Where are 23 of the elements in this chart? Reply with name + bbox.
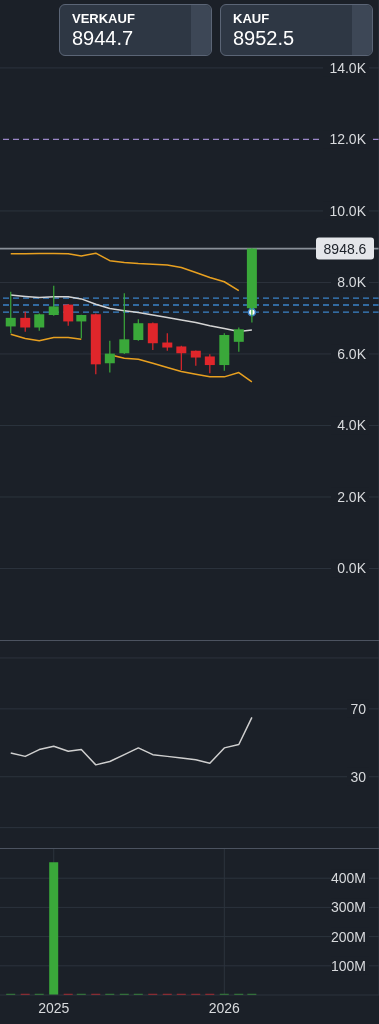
y-tick-label: 30	[350, 768, 367, 785]
annotation: 8944.7	[72, 27, 135, 50]
quote-card: KAUF 8952.5	[220, 4, 373, 56]
y-tick-label: 400M	[330, 870, 366, 887]
y-tick-label: 12.0K	[329, 131, 367, 148]
y-tick-label: 300M	[330, 899, 366, 916]
y-tick-label: 10.0K	[329, 202, 367, 219]
x-tick-label: 2026	[208, 999, 241, 1016]
y-tick-label: 0.0K	[337, 560, 367, 577]
ref-line-label: 8948.6	[323, 240, 367, 257]
y-tick-label: 6.0K	[337, 345, 367, 362]
y-tick-label: 200M	[330, 928, 366, 945]
y-tick-label: 2.0K	[337, 488, 367, 505]
quote-card: VERKAUF 8944.7	[59, 4, 212, 56]
annotation: KAUF	[233, 11, 271, 26]
y-tick-label: 8.0K	[337, 274, 367, 291]
x-tick-label: 2025	[38, 999, 70, 1016]
y-tick-label: 4.0K	[337, 417, 367, 434]
y-tick-label: 14.0K	[329, 59, 367, 76]
annotation: VERKAUF	[72, 11, 136, 26]
annotation: 8952.5	[233, 27, 296, 50]
y-tick-label: 70	[350, 700, 367, 717]
y-tick-label: 100M	[330, 957, 366, 974]
